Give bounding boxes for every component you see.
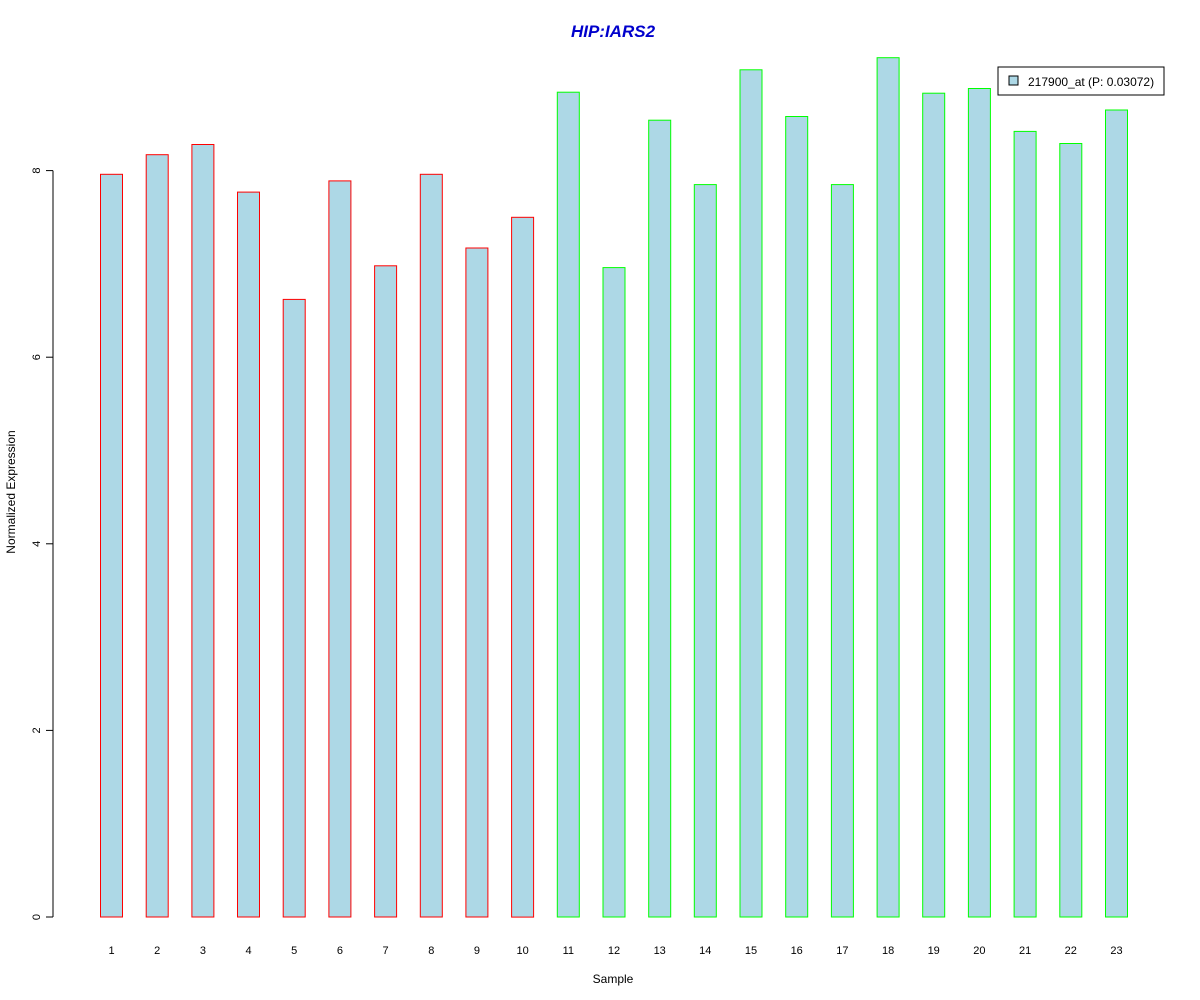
bar bbox=[237, 191, 260, 918]
bar bbox=[374, 265, 398, 918]
x-tick-label: 4 bbox=[245, 945, 251, 957]
x-tick-label: 20 bbox=[973, 945, 985, 957]
legend-label: 217900_at (P: 0.03072) bbox=[1028, 75, 1154, 89]
x-tick-label: 10 bbox=[516, 945, 528, 957]
x-tick-label: 6 bbox=[337, 945, 343, 957]
x-tick-label: 9 bbox=[474, 945, 480, 957]
bar bbox=[648, 119, 672, 918]
bar bbox=[785, 116, 809, 918]
x-tick-label: 1 bbox=[108, 945, 114, 957]
legend-box bbox=[997, 66, 1165, 96]
legend: 217900_at (P: 0.03072) bbox=[997, 66, 1165, 96]
bar bbox=[830, 184, 854, 918]
bar bbox=[876, 57, 900, 918]
bar bbox=[922, 92, 946, 918]
x-tick-label: 17 bbox=[836, 945, 848, 957]
bar bbox=[1059, 143, 1083, 918]
y-tick-label: 6 bbox=[31, 354, 43, 360]
x-tick-label: 7 bbox=[383, 945, 389, 957]
x-tick-label: 22 bbox=[1065, 945, 1077, 957]
bar bbox=[328, 180, 352, 918]
x-axis-label: Sample bbox=[593, 972, 634, 986]
y-axis-label: Normalized Expression bbox=[4, 430, 18, 553]
bar bbox=[602, 267, 626, 918]
bar bbox=[100, 173, 123, 918]
x-tick-label: 2 bbox=[154, 945, 160, 957]
x-tick-label: 16 bbox=[791, 945, 803, 957]
y-tick-label: 2 bbox=[31, 727, 43, 733]
x-tick-label: 19 bbox=[928, 945, 940, 957]
x-tick-label: 15 bbox=[745, 945, 757, 957]
bar bbox=[967, 88, 991, 918]
bar bbox=[739, 69, 763, 918]
x-tick-label: 21 bbox=[1019, 945, 1031, 957]
x-tick-label: 13 bbox=[654, 945, 666, 957]
bar bbox=[1013, 130, 1037, 918]
bar bbox=[511, 216, 535, 918]
x-tick-label: 23 bbox=[1110, 945, 1122, 957]
bar bbox=[556, 91, 580, 918]
x-tick-label: 12 bbox=[608, 945, 620, 957]
x-axis-ticks: 1 2 3 4 5 6 7 8 9 10 11 12 13 14 15 16 17 18 19 20 21 22 23 bbox=[108, 945, 1122, 957]
x-tick-label: 3 bbox=[200, 945, 206, 957]
y-tick-label: 4 bbox=[31, 541, 43, 547]
bar bbox=[191, 144, 215, 918]
bar bbox=[1105, 109, 1128, 918]
x-tick-label: 11 bbox=[563, 945, 574, 957]
legend-swatch bbox=[1008, 75, 1019, 86]
x-tick-label: 18 bbox=[882, 945, 894, 957]
x-tick-label: 8 bbox=[428, 945, 434, 957]
bar bbox=[282, 298, 306, 918]
bar bbox=[465, 247, 489, 918]
bar bbox=[419, 173, 443, 918]
x-tick-label: 14 bbox=[699, 945, 711, 957]
y-axis: 0 2 4 6 8 bbox=[31, 168, 54, 920]
bars bbox=[100, 57, 1128, 918]
chart-title: HIP:IARS2 bbox=[571, 22, 656, 41]
bar bbox=[693, 184, 717, 918]
bar bbox=[145, 154, 169, 918]
y-tick-label: 8 bbox=[31, 168, 43, 174]
x-tick-label: 5 bbox=[291, 945, 297, 957]
y-tick-label: 0 bbox=[31, 914, 43, 920]
